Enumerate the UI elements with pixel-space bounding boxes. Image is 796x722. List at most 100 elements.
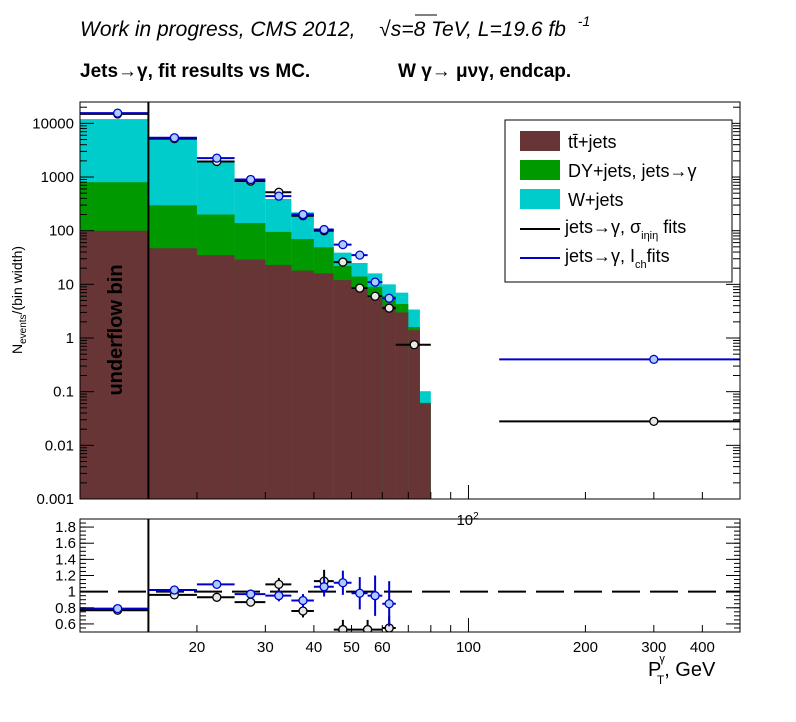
- ratio-x-tick-label: 60: [374, 639, 391, 656]
- ratio-x-tick-label: 100: [456, 639, 481, 656]
- legend-label-suffix: fits: [658, 217, 686, 237]
- bar-ttbar: [234, 259, 266, 499]
- x-axis-power-base: 10: [456, 512, 473, 529]
- ratio-point-fit_ich: [112, 603, 123, 614]
- ratio-point-fit_sieie: [298, 606, 308, 616]
- legend-label-prefix: jets→γ, σ: [564, 217, 641, 237]
- ratio-y-tick-label: 1.6: [55, 535, 76, 552]
- legend-swatch-dy: [520, 160, 560, 180]
- fit-point-fit_ich: [298, 209, 308, 220]
- y-tick-label: 0.001: [36, 491, 74, 508]
- ratio-point-fit_ich: [384, 599, 394, 609]
- fit-point-fit_sieie: [370, 291, 380, 301]
- bar-ttbar: [395, 312, 409, 499]
- legend-label-fit_sieie: jets→γ, σiηiη fits: [564, 217, 686, 242]
- ratio-x-tick-label: 40: [306, 639, 323, 656]
- y-tick-label: 10: [57, 276, 74, 293]
- legend-label-sub: ch: [635, 259, 647, 271]
- ratio-point-fit_ich: [370, 591, 380, 601]
- header-line1-prefix: Work in progress, CMS 2012,: [80, 18, 355, 41]
- ratio-x-tick-label: 300: [641, 639, 666, 656]
- fit-point-fit_ich: [169, 133, 180, 143]
- y-axis-title-sub: events: [18, 314, 29, 343]
- header-line1-sqrt: √s: [379, 18, 402, 41]
- header-line1: Work in progress, CMS 2012, √s=8 TeV, L=…: [80, 13, 590, 41]
- ratio-point-fit_sieie: [212, 592, 222, 602]
- ratio-point-fit_ich: [338, 578, 348, 588]
- ratio-y-tick-label: 0.8: [55, 600, 76, 617]
- ratio-point-fit_ich: [246, 589, 256, 599]
- bar-ttbar: [351, 289, 368, 499]
- ratio-x-tick-label: 30: [257, 639, 274, 656]
- header-line2: Jets→γ, fit results vs MC. W γ→ μνγ, end…: [80, 61, 571, 82]
- ratio-y-tick-label: 1.4: [55, 551, 76, 568]
- main-plot-panel: underflow bin 10000 1000 100 10 1 0.1 0.01 0.001…: [9, 101, 741, 529]
- bar-ttbar: [382, 305, 396, 499]
- y-tick-label: 0.1: [53, 384, 74, 401]
- x-axis-title-main: P: [648, 659, 661, 681]
- legend-label-prefix: jets→γ, I: [564, 246, 635, 266]
- ratio-point-fit_sieie: [362, 624, 373, 632]
- bar-ttbar: [196, 255, 235, 499]
- ratio-x-tick-label: 50: [343, 639, 360, 656]
- stacked-histogram: [80, 119, 431, 499]
- ratio-point-fit_sieie: [338, 624, 348, 632]
- ratio-point-fit_ich: [169, 585, 180, 595]
- legend: tt̄+jets DY+jets, jets→γ W+jets jets→γ, σiη…: [504, 119, 733, 283]
- ratio-x-tick-label: 400: [690, 639, 715, 656]
- legend-swatch-wjets: [520, 189, 560, 209]
- bar-ttbar: [408, 330, 420, 499]
- header-line2-left: Jets→γ, fit results vs MC.: [80, 61, 310, 82]
- fit-point-fit_sieie: [649, 416, 659, 426]
- bar-ttbar: [291, 270, 314, 499]
- y-tick-label: 0.01: [45, 437, 74, 454]
- y-axis-title: Nevents/(bin width): [9, 246, 29, 354]
- underflow-label: underflow bin: [105, 264, 127, 395]
- legend-label-sub: iηiη: [641, 230, 658, 242]
- bar-ttbar: [148, 248, 197, 499]
- y-tick-label: 100: [49, 223, 74, 240]
- fit-point-fit_sieie: [409, 340, 419, 350]
- ratio-point-fit_sieie: [274, 579, 284, 590]
- y-tick-label: 1: [66, 330, 74, 347]
- ratio-point-fit_ich: [274, 591, 284, 601]
- bar-ttbar: [265, 264, 292, 499]
- bar-ttbar: [80, 230, 149, 499]
- stack-layer-ttbar: [80, 230, 431, 499]
- x-axis-title: Pγ T, GeV: [648, 653, 716, 687]
- fit-point-fit_ich: [319, 224, 329, 235]
- ratio-point-fit_ich: [212, 579, 222, 590]
- fit-point-fit_ich: [274, 191, 284, 201]
- ratio-point-fit_sieie: [246, 597, 256, 607]
- ratio-point-fit_ich: [319, 582, 329, 592]
- ratio-y-tick-label: 1.2: [55, 568, 76, 585]
- x-axis-title-suffix: , GeV: [664, 659, 716, 681]
- legend-label-ttbar: tt̄+jets: [568, 132, 617, 152]
- ratio-x-tick-label: 20: [189, 639, 206, 656]
- fit-point-fit_ich: [212, 153, 222, 163]
- ratio-frame: [79, 518, 741, 633]
- ratio-point-fit_ich: [298, 595, 308, 606]
- bar-ttbar: [367, 298, 383, 499]
- x-axis-title-sup: γ: [659, 653, 665, 665]
- fit-point-fit_ich: [246, 174, 256, 185]
- x-axis-title-sub: T: [657, 673, 665, 687]
- header-line2-right: W γ→ μνγ, endcap.: [398, 61, 571, 82]
- y-tick-label: 10000: [32, 115, 74, 132]
- ratio-point-fit_ich: [355, 588, 365, 598]
- bar-ttbar: [333, 280, 352, 499]
- fit-point-fit_ich: [338, 239, 348, 250]
- legend-label-fit_ich: jets→γ, Ichfits: [564, 246, 670, 271]
- ratio-x-tick-label: 200: [573, 639, 598, 656]
- legend-label-dy: DY+jets, jets→γ: [568, 161, 697, 181]
- y-tick-label: 1000: [41, 169, 74, 186]
- legend-label-wjets: W+jets: [568, 190, 624, 210]
- ratio-y-tick-label: 1.8: [55, 519, 76, 536]
- x-axis-power-exp: 2: [473, 511, 479, 522]
- bar-ttbar: [313, 273, 334, 499]
- ratio-series-fit_ich: [80, 570, 396, 627]
- ratio-y-tick-label: 0.6: [55, 616, 76, 633]
- fit-point-fit_ich: [112, 108, 123, 118]
- fit-point-fit_sieie: [355, 283, 365, 293]
